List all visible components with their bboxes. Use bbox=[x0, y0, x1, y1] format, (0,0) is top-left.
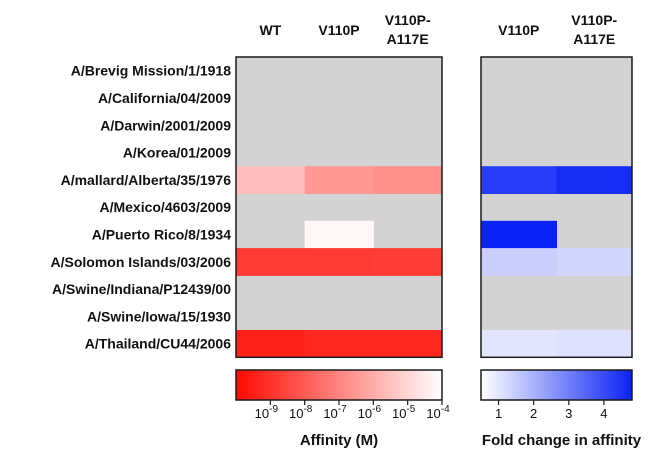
heatmap-cell bbox=[236, 248, 305, 276]
row-labels: A/Brevig Mission/1/1918 A/California/04/2… bbox=[50, 63, 231, 352]
heatmap-cell bbox=[557, 330, 633, 358]
heatmap-background bbox=[481, 57, 632, 357]
row-label: A/Mexico/4603/2009 bbox=[99, 199, 231, 215]
fold-change-colorbar: 1 2 3 4 Fold change in affinity bbox=[481, 370, 642, 449]
row-label: A/California/04/2009 bbox=[98, 90, 231, 106]
heatmap-cell bbox=[481, 248, 557, 276]
colorbar-tick-label: 3 bbox=[565, 406, 572, 421]
fold-change-heatmap: V110P V110P- A117E bbox=[481, 12, 633, 358]
row-label: A/Solomon Islands/03/2006 bbox=[50, 254, 231, 270]
row-label: A/mallard/Alberta/35/1976 bbox=[61, 172, 232, 188]
row-label: A/Puerto Rico/8/1934 bbox=[92, 226, 231, 242]
colorbar-tick-label: 10-7 bbox=[323, 404, 347, 421]
column-label: V110P- bbox=[385, 12, 431, 28]
colorbar-tick-label: 4 bbox=[600, 406, 607, 421]
colorbar-tick-label: 10-4 bbox=[426, 404, 450, 421]
row-label: A/Brevig Mission/1/1918 bbox=[71, 63, 232, 79]
affinity-heatmap: WT V110P V110P- A117E bbox=[236, 12, 443, 358]
row-label: A/Swine/Iowa/15/1930 bbox=[87, 308, 231, 324]
colorbar-tick-label: 1 bbox=[495, 406, 502, 421]
row-label: A/Korea/01/2009 bbox=[123, 145, 231, 161]
column-label-line2: A117E bbox=[387, 31, 429, 47]
heatmap-cell bbox=[305, 248, 374, 276]
heatmap-cell bbox=[373, 330, 442, 358]
heatmap-cell bbox=[236, 330, 305, 358]
column-label-line2: A117E bbox=[573, 31, 615, 47]
heatmap-cell bbox=[557, 248, 633, 276]
column-label: V110P bbox=[318, 22, 359, 38]
heatmap-cell bbox=[481, 166, 557, 194]
column-label: WT bbox=[259, 22, 281, 38]
row-label: A/Darwin/2001/2009 bbox=[100, 117, 231, 133]
heatmap-cell bbox=[481, 330, 557, 358]
row-label: A/Thailand/CU44/2006 bbox=[85, 336, 231, 352]
colorbar-title: Affinity (M) bbox=[300, 432, 378, 449]
colorbar-gradient bbox=[481, 370, 632, 400]
colorbar-tick-label: 10-8 bbox=[289, 404, 313, 421]
heatmap-cell bbox=[236, 166, 305, 194]
column-label: V110P bbox=[498, 22, 539, 38]
heatmap-cell bbox=[305, 221, 374, 249]
column-label: V110P- bbox=[571, 12, 617, 28]
heatmap-cell bbox=[373, 248, 442, 276]
affinity-colorbar: 10-9 10-8 10-7 10-6 10-5 10-4 Affinity (M) bbox=[236, 370, 450, 449]
colorbar-title: Fold change in affinity bbox=[482, 432, 642, 449]
heatmap-cell bbox=[481, 221, 557, 249]
heatmap-cell bbox=[305, 330, 374, 358]
row-label: A/Swine/Indiana/P12439/00 bbox=[52, 281, 231, 297]
heatmap-cell bbox=[373, 166, 442, 194]
colorbar-tick-label: 2 bbox=[530, 406, 537, 421]
heatmap-cell bbox=[305, 166, 374, 194]
colorbar-tick-label: 10-9 bbox=[255, 404, 279, 421]
colorbar-tick-label: 10-5 bbox=[392, 404, 416, 421]
colorbar-gradient bbox=[236, 370, 442, 400]
colorbar-tick-label: 10-6 bbox=[358, 404, 382, 421]
heatmap-background bbox=[236, 57, 442, 357]
heatmap-cell bbox=[557, 166, 633, 194]
